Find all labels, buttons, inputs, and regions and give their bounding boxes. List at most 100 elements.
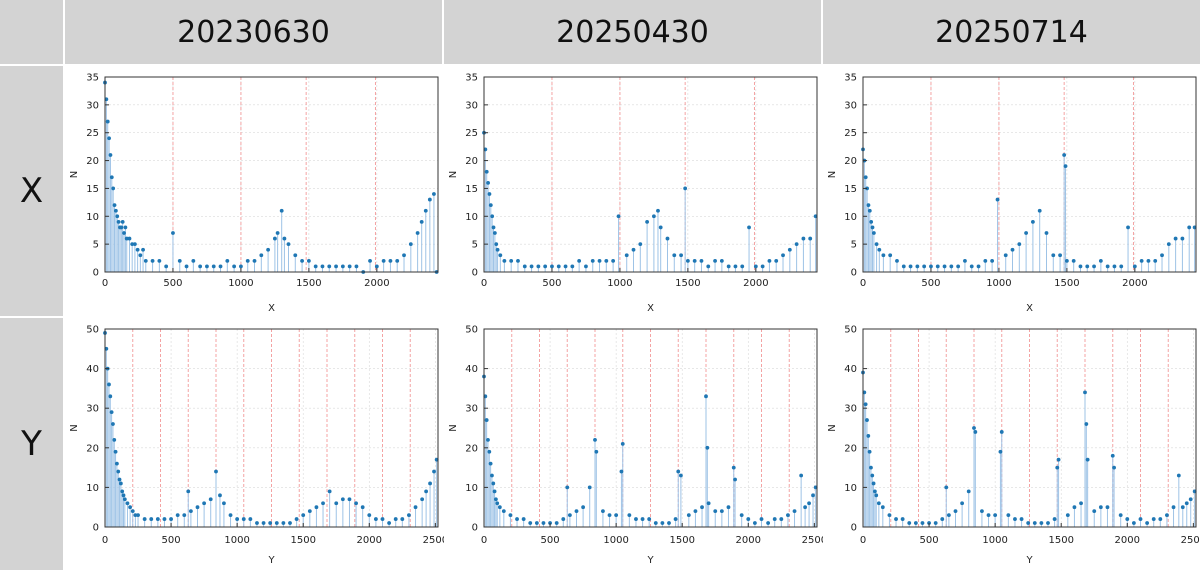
data-point bbox=[1030, 219, 1035, 224]
y-tick-label: 20 bbox=[465, 443, 478, 454]
data-point bbox=[1037, 208, 1042, 213]
data-point bbox=[268, 521, 273, 525]
data-point bbox=[678, 473, 683, 478]
data-point bbox=[492, 231, 497, 235]
data-point bbox=[786, 513, 790, 518]
y-axis-label: N bbox=[448, 171, 459, 178]
data-point bbox=[874, 493, 879, 498]
data-point bbox=[607, 513, 612, 518]
data-point bbox=[327, 264, 332, 269]
y-tick-label: 20 bbox=[86, 443, 99, 454]
data-point bbox=[895, 258, 899, 263]
data-point bbox=[327, 489, 332, 494]
data-point bbox=[184, 264, 189, 269]
data-point bbox=[766, 521, 771, 525]
data-point bbox=[501, 509, 506, 514]
data-point bbox=[509, 258, 514, 263]
data-point bbox=[581, 505, 586, 510]
data-point bbox=[393, 517, 398, 521]
data-point bbox=[871, 231, 876, 235]
data-point bbox=[340, 497, 345, 502]
data-point bbox=[138, 253, 143, 258]
data-point bbox=[590, 258, 595, 263]
data-point bbox=[673, 517, 678, 521]
data-point bbox=[915, 264, 920, 269]
data-point bbox=[676, 469, 681, 474]
y-tick-label: 10 bbox=[465, 212, 478, 223]
data-point bbox=[259, 253, 264, 258]
y-tick-label: 30 bbox=[86, 100, 99, 111]
data-point bbox=[495, 501, 500, 506]
x-tick-label: 1000 bbox=[607, 278, 632, 289]
column-header-2: 20250430 bbox=[444, 0, 821, 64]
data-point bbox=[484, 418, 489, 422]
data-point bbox=[963, 258, 967, 263]
data-point bbox=[123, 225, 128, 230]
data-point bbox=[109, 410, 114, 415]
corner-cell bbox=[0, 0, 63, 64]
data-point bbox=[186, 489, 191, 494]
y-axis-label: N bbox=[827, 171, 838, 178]
data-point bbox=[1110, 453, 1115, 458]
data-point bbox=[999, 430, 1004, 434]
data-point bbox=[713, 258, 717, 263]
data-point bbox=[424, 489, 429, 494]
data-point bbox=[1166, 242, 1171, 247]
data-point bbox=[387, 521, 392, 525]
data-point bbox=[986, 513, 991, 518]
data-point bbox=[388, 258, 393, 263]
data-point bbox=[881, 253, 886, 258]
x-tick-label: 500 bbox=[542, 278, 561, 289]
panel-x-20250714: 0 500 1000 1500 2000 0 5 10 15 20 25 30 35 X N bbox=[823, 66, 1200, 316]
data-point bbox=[487, 449, 492, 454]
data-point bbox=[781, 253, 785, 258]
data-point bbox=[779, 517, 784, 521]
data-point bbox=[1131, 521, 1136, 525]
data-point bbox=[1003, 253, 1008, 258]
y-tick-label: 5 bbox=[93, 240, 99, 251]
data-point bbox=[1055, 465, 1060, 470]
data-point bbox=[907, 521, 912, 525]
data-point bbox=[487, 192, 492, 196]
data-point bbox=[108, 394, 113, 399]
data-point bbox=[195, 505, 200, 510]
x-tick-label: 2000 bbox=[1122, 278, 1147, 289]
data-point bbox=[1180, 505, 1185, 510]
data-point bbox=[112, 437, 117, 442]
data-point bbox=[1146, 258, 1151, 263]
data-point bbox=[619, 469, 624, 474]
y-tick-label: 25 bbox=[844, 128, 857, 139]
data-point bbox=[1188, 497, 1193, 502]
data-point bbox=[1098, 258, 1103, 263]
data-point bbox=[1079, 501, 1083, 506]
data-point bbox=[1098, 505, 1103, 510]
data-point bbox=[1184, 501, 1189, 506]
data-point bbox=[935, 264, 940, 269]
data-point bbox=[529, 264, 534, 269]
data-point bbox=[946, 513, 951, 518]
x-tick-label: 1500 bbox=[669, 535, 694, 546]
data-point bbox=[522, 264, 527, 269]
data-point bbox=[314, 505, 319, 510]
data-point bbox=[570, 264, 575, 269]
data-point bbox=[281, 521, 286, 525]
data-point bbox=[772, 517, 777, 521]
plot-frame bbox=[862, 76, 1197, 273]
data-point bbox=[1132, 264, 1137, 269]
data-point bbox=[492, 489, 497, 494]
data-point bbox=[367, 513, 372, 518]
y-tick-label: 30 bbox=[844, 404, 857, 415]
data-point bbox=[752, 521, 757, 525]
data-point bbox=[288, 521, 292, 525]
y-tick-label: 40 bbox=[844, 364, 857, 375]
data-point bbox=[614, 513, 619, 518]
x-tick-label: 1500 bbox=[675, 278, 700, 289]
data-point bbox=[116, 469, 121, 474]
data-point bbox=[887, 513, 892, 518]
x-tick-label: 0 bbox=[860, 278, 866, 289]
x-tick-label: 500 bbox=[921, 278, 940, 289]
data-point bbox=[645, 219, 650, 224]
data-point bbox=[122, 497, 127, 502]
data-point bbox=[1092, 509, 1097, 514]
data-point bbox=[120, 489, 125, 494]
